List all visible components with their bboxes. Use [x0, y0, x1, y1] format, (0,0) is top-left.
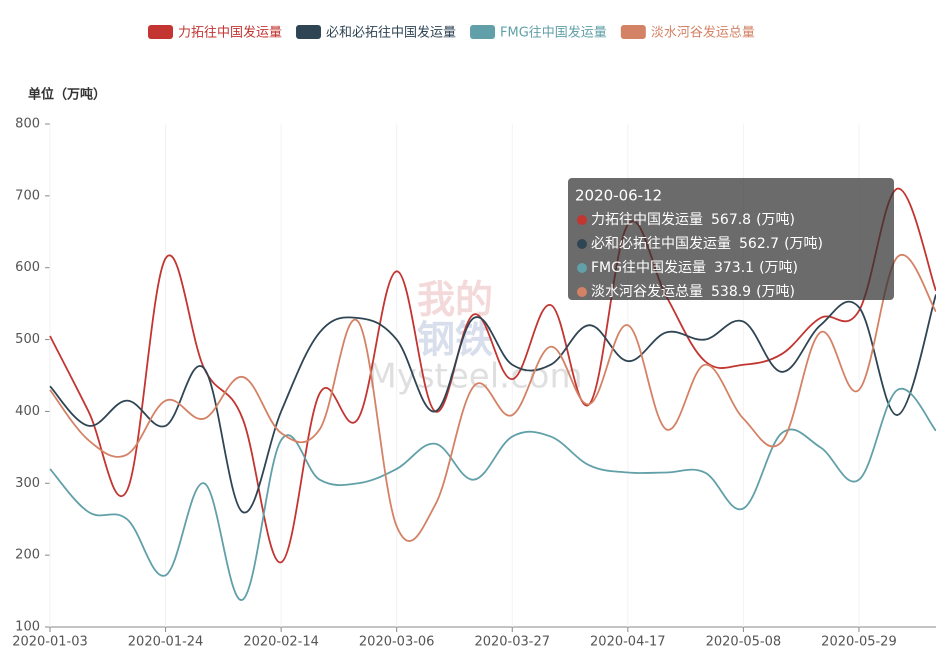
watermark-logo: 钢铁 [417, 318, 493, 362]
legend-label: 必和必拓往中国发运量 [326, 25, 456, 41]
tooltip-unit: (万吨) [756, 284, 795, 300]
tooltip-title: 2020-06-12 [575, 187, 662, 205]
legend-swatch [470, 25, 496, 39]
tooltip-unit: (万吨) [756, 212, 795, 228]
tooltip-marker [577, 239, 587, 249]
tooltip-series: 必和必拓往中国发运量 [591, 236, 731, 252]
legend-label: 力拓往中国发运量 [178, 25, 282, 41]
series-line [49, 294, 936, 514]
tooltip-value: 562.7 [739, 236, 779, 252]
legend-swatch [296, 25, 322, 39]
tooltip-box [568, 178, 894, 300]
tooltip-marker [577, 263, 587, 273]
x-tick-label: 2020-02-14 [243, 635, 319, 650]
y-tick-label: 800 [15, 117, 40, 132]
tooltip-unit: (万吨) [784, 236, 823, 252]
tooltip-marker [577, 215, 587, 225]
x-tick-label: 2020-01-24 [128, 635, 204, 650]
tooltip-marker [577, 287, 587, 297]
tooltip-series: 力拓往中国发运量 [591, 212, 703, 228]
legend-swatch [148, 25, 173, 39]
watermark-text: Mysteel.com [367, 357, 582, 397]
x-tick-label: 2020-03-06 [359, 635, 435, 650]
tooltip-text: 淡水河谷发运总量 538.9 (万吨) [591, 284, 795, 300]
y-tick-label: 400 [15, 404, 40, 419]
tooltip-text: FMG往中国发运量 373.1 (万吨) [591, 260, 798, 276]
tooltip: 2020-06-12 力拓往中国发运量 567.8 (万吨) 必和必拓往中国发运量 562… [568, 178, 894, 300]
tooltip-text: 必和必拓往中国发运量 562.7 (万吨) [591, 236, 823, 252]
tooltip-value: 567.8 [711, 212, 751, 228]
y-tick-label: 600 [15, 260, 40, 275]
x-tick-label: 2020-04-17 [590, 635, 666, 650]
legend-swatch [620, 25, 646, 39]
y-tick-label: 100 [15, 620, 40, 635]
x-tick-label: 2020-01-03 [12, 635, 88, 650]
tooltip-value: 538.9 [711, 284, 751, 300]
y-axis-title: 单位（万吨） [28, 87, 106, 103]
x-tick-label: 2020-05-29 [821, 635, 897, 650]
y-tick-label: 700 [15, 188, 40, 203]
legend-label: 淡水河谷发运总量 [651, 25, 755, 41]
tooltip-series: FMG往中国发运量 [591, 260, 706, 276]
y-tick-label: 300 [15, 476, 40, 491]
x-tick-label: 2020-05-08 [706, 635, 782, 650]
watermark-logo: 我的 [417, 278, 493, 322]
series-line [49, 387, 936, 601]
tooltip-value: 373.1 [714, 260, 754, 276]
tooltip-unit: (万吨) [759, 260, 798, 276]
y-tick-label: 500 [15, 332, 40, 347]
legend-label: FMG往中国发运量 [500, 25, 607, 41]
tooltip-text: 力拓往中国发运量 567.8 (万吨) [591, 212, 795, 228]
x-tick-label: 2020-03-27 [474, 635, 550, 650]
y-tick-label: 200 [15, 548, 40, 563]
tooltip-series: 淡水河谷发运总量 [591, 284, 703, 300]
series-line [49, 253, 936, 542]
